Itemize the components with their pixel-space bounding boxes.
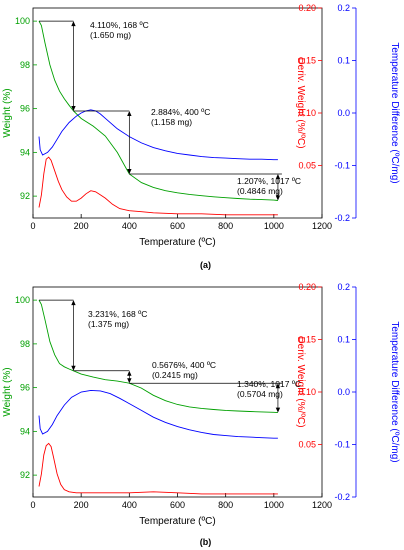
- x-tick-label: 0: [30, 221, 35, 231]
- x-tick-label: 1200: [312, 221, 332, 231]
- x-tick-label: 1000: [264, 500, 284, 510]
- tempdiff-tick-label: 0.0: [337, 387, 350, 397]
- x-tick-label: 1000: [264, 221, 284, 231]
- step-arrow-head-up: [127, 111, 132, 117]
- deriv-weight-curve: [38, 442, 278, 495]
- step-arrow-head-down: [127, 378, 132, 384]
- step-arrow-head-down: [275, 407, 281, 413]
- x-tick-label: 600: [170, 221, 185, 231]
- step-arrow-head-up: [127, 370, 132, 376]
- deriv-tick-label: 0.10: [298, 387, 316, 397]
- x-tick-label: 200: [74, 500, 89, 510]
- step-annotation-mass: (1.650 mg): [90, 30, 131, 40]
- step-arrow-head-up: [275, 174, 281, 180]
- temp-difference-curve: [38, 389, 278, 439]
- x-tick-label: 400: [122, 500, 137, 510]
- left-tick-label: 98: [20, 60, 30, 70]
- step-annotation-mass: (0.4846 mg): [237, 186, 283, 196]
- deriv-axis-label: Deriv. Weight (%/ºC): [295, 57, 306, 148]
- deriv-tick-label: 0.10: [298, 108, 316, 118]
- x-tick-label: 600: [170, 500, 185, 510]
- tempdiff-tick-label: 0.1: [337, 335, 350, 345]
- deriv-tick-label: 0.15: [298, 56, 316, 66]
- x-axis-label: Temperature (ºC): [139, 516, 215, 527]
- x-tick-label: 800: [218, 221, 233, 231]
- tempdiff-tick-label: 0.2: [337, 282, 350, 292]
- step-arrow-head-down: [71, 106, 76, 112]
- step-annotation-value: 2.884%, 400 ºC: [151, 107, 210, 117]
- deriv-tick-label: 0.15: [298, 335, 316, 345]
- left-tick-label: 92: [20, 470, 30, 480]
- step-annotation-value: 1.340%, 1017 ºC: [237, 379, 301, 389]
- x-tick-label: 1200: [312, 500, 332, 510]
- tempdiff-tick-label: -0.2: [334, 492, 350, 502]
- step-annotation-mass: (1.158 mg): [151, 117, 192, 127]
- left-tick-label: 96: [20, 383, 30, 393]
- step-annotation-value: 1.207%, 1017 ºC: [237, 176, 301, 186]
- tempdiff-tick-label: -0.2: [334, 213, 350, 223]
- left-axis-label: Weight (%): [2, 367, 13, 416]
- left-tick-label: 94: [20, 426, 30, 436]
- tempdiff-tick-label: -0.1: [334, 161, 350, 171]
- step-arrow-head-down: [127, 169, 132, 175]
- deriv-tick-label: 0.05: [298, 440, 316, 450]
- deriv-tick-label: 0.20: [298, 282, 316, 292]
- step-annotation-value: 0.5676%, 400 ºC: [152, 360, 216, 370]
- panel-label: (a): [200, 260, 211, 270]
- left-tick-label: 100: [15, 295, 30, 305]
- step-annotation-mass: (1.375 mg): [88, 319, 129, 329]
- x-tick-label: 400: [122, 221, 137, 231]
- left-tick-label: 94: [20, 147, 30, 157]
- step-arrow-head-up: [71, 21, 76, 27]
- step-arrow-head-down: [71, 365, 76, 371]
- x-tick-label: 0: [30, 500, 35, 510]
- chart-panel-a: 0 200 400 600 800 1000 1200 Temperature (ºC) 92 9…: [2, 3, 400, 270]
- step-arrow-head-up: [71, 300, 76, 306]
- deriv-weight-curve: [38, 156, 278, 216]
- step-annotation-mass: (0.2415 mg): [152, 370, 198, 380]
- left-tick-label: 98: [20, 339, 30, 349]
- left-axis-label: Weight (%): [2, 88, 13, 137]
- step-annotation-mass: (0.5704 mg): [237, 389, 283, 399]
- step-arrow-head-up: [275, 383, 281, 389]
- temp-difference-curve: [38, 109, 278, 161]
- panel-label: (b): [200, 537, 212, 547]
- x-axis-label: Temperature (ºC): [139, 237, 215, 248]
- chart-panel-b: 0 200 400 600 800 1000 1200 Temperature (ºC) 92 9…: [2, 282, 400, 547]
- x-tick-label: 800: [218, 500, 233, 510]
- left-tick-label: 100: [15, 16, 30, 26]
- left-tick-label: 92: [20, 191, 30, 201]
- x-tick-label: 200: [74, 221, 89, 231]
- deriv-axis-label: Deriv. Weight (%/ºC): [295, 336, 306, 427]
- step-arrow-head-down: [275, 195, 281, 201]
- deriv-tick-label: 0.20: [298, 3, 316, 13]
- step-annotation-value: 3.231%, 168 ºC: [88, 309, 147, 319]
- tempdiff-tick-label: -0.1: [334, 440, 350, 450]
- weight-curve: [38, 20, 278, 201]
- left-tick-label: 96: [20, 104, 30, 114]
- tempdiff-tick-label: 0.1: [337, 56, 350, 66]
- tempdiff-tick-label: 0.0: [337, 108, 350, 118]
- tempdiff-axis-label: Temperature Difference (ºC/mg): [389, 42, 400, 183]
- step-annotation-value: 4.110%, 168 ºC: [90, 20, 149, 30]
- tempdiff-tick-label: 0.2: [337, 3, 350, 13]
- weight-curve: [38, 299, 278, 414]
- tempdiff-axis-label: Temperature Difference (ºC/mg): [389, 321, 400, 462]
- deriv-tick-label: 0.05: [298, 161, 316, 171]
